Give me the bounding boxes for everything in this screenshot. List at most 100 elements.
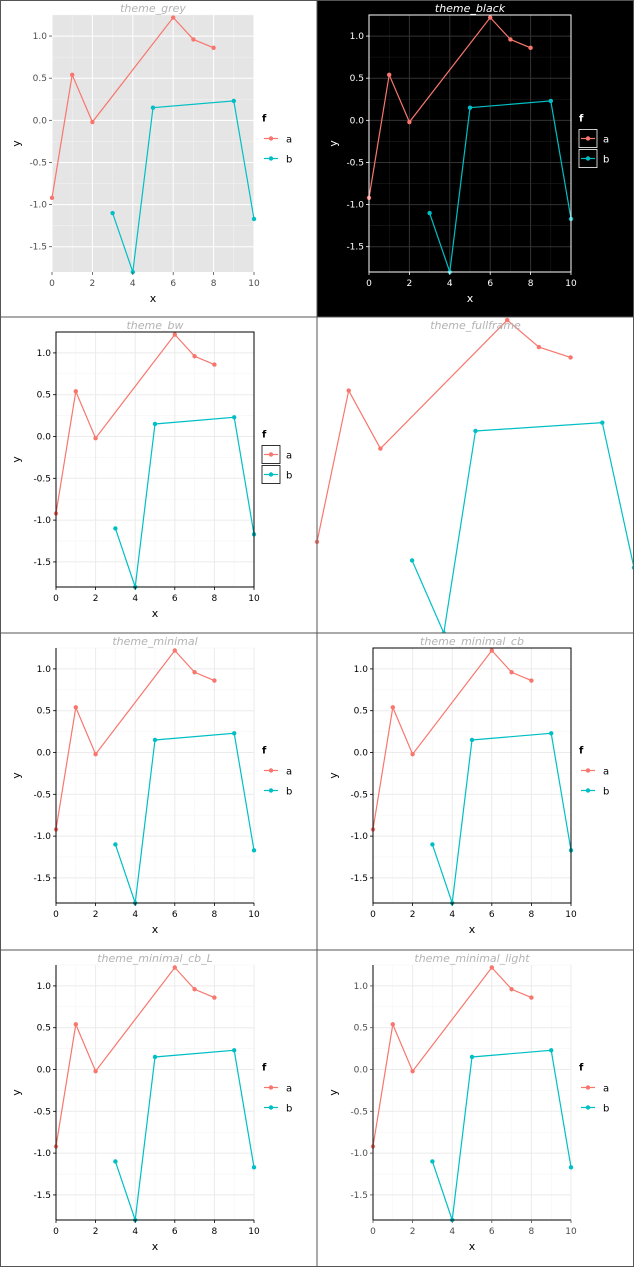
y-tick-label: -1.0 [33, 832, 51, 842]
data-point-a [529, 678, 534, 683]
x-tick-label: 10 [248, 279, 260, 289]
x-tick-label: 0 [370, 1227, 376, 1237]
data-point-a [509, 987, 514, 992]
x-tick-label: 4 [132, 1227, 138, 1237]
y-tick-label: 0.0 [37, 433, 52, 443]
data-point-b [251, 848, 257, 853]
plot-border [372, 647, 572, 904]
x-axis-label: x [469, 1240, 476, 1253]
data-point-a [192, 354, 197, 359]
panel-grey: theme_grey 0 2 4 6 8 10 -1.5 -1.0 -0.5 0.0 0.5 1.0 x y… [0, 0, 317, 317]
y-tick-label: -1.5 [29, 243, 47, 253]
y-tick-label: -0.5 [33, 474, 51, 484]
y-tick-label: 0.0 [37, 1066, 52, 1076]
data-point-a [529, 995, 534, 1000]
data-point-a [211, 45, 216, 51]
y-tick-label: 0.0 [354, 1066, 369, 1076]
legend-key-point-a [585, 768, 591, 773]
legend-label-a: a [286, 767, 292, 778]
data-point-a [171, 15, 176, 20]
series-line-a [372, 966, 532, 1147]
data-point-b [232, 731, 237, 736]
data-point-a [172, 332, 177, 337]
y-tick-label: 0.0 [33, 116, 48, 126]
legend-key-point-b [268, 788, 274, 793]
y-axis-label: y [10, 456, 23, 463]
series-line-a [372, 649, 532, 830]
plot-border [368, 14, 572, 273]
legend-title: f [262, 430, 267, 441]
legend-key-point-b [585, 156, 591, 161]
y-axis-label: y [327, 140, 340, 147]
y-tick-label: 0.5 [37, 391, 51, 401]
legend-key-point-a [268, 452, 274, 457]
series-line-a [51, 16, 214, 198]
x-axis-label: x [152, 1240, 159, 1253]
chart-title: theme_minimal_light [414, 952, 530, 965]
y-tick-label: -1.0 [33, 516, 51, 526]
data-point-a [346, 388, 351, 393]
data-point-a [407, 119, 412, 125]
panel-minimal_cb: theme_minimal_cb 0 2 4 6 8 10 -1.5 -1.0 -0.5 0.0 0.… [317, 633, 634, 950]
data-point-b [549, 1048, 554, 1053]
x-tick-label: 6 [487, 279, 493, 289]
y-tick-label: -1.0 [346, 201, 364, 211]
legend-title: f [262, 746, 267, 757]
x-tick-label: 2 [93, 1227, 99, 1237]
legend-label-a: a [603, 1084, 609, 1095]
legend-title: f [579, 1063, 584, 1074]
y-tick-label: -1.5 [33, 1191, 51, 1201]
y-tick-label: 0.0 [37, 749, 52, 759]
data-point-a [191, 37, 196, 42]
data-point-a [489, 965, 494, 970]
data-point-a [70, 72, 75, 78]
data-point-b [469, 1054, 475, 1060]
data-point-a [508, 37, 513, 42]
series-line-a [316, 319, 571, 542]
x-axis-label: x [469, 923, 476, 936]
data-point-b [430, 842, 435, 847]
data-point-a [212, 362, 217, 367]
y-tick-label: 0.5 [37, 1024, 51, 1034]
y-tick-label: -0.5 [350, 790, 368, 800]
data-point-a [172, 648, 177, 653]
data-point-b [150, 105, 156, 110]
y-tick-label: -1.5 [350, 1191, 368, 1201]
legend-label-a: a [286, 1084, 292, 1095]
legend-label-a: a [286, 135, 292, 146]
data-point-a [49, 195, 55, 201]
legend-title: f [579, 114, 584, 125]
y-tick-label: 1.0 [350, 32, 365, 42]
legend-label-a: a [603, 135, 609, 146]
data-point-b [152, 737, 158, 743]
data-point-a [387, 72, 392, 78]
legend-label-b: b [286, 1104, 292, 1115]
data-point-a [410, 751, 415, 757]
y-tick-label: 1.0 [354, 665, 369, 675]
data-point-a [390, 1022, 395, 1027]
data-point-a [93, 435, 98, 441]
y-tick-label: 1.0 [37, 349, 52, 359]
y-tick-label: 1.0 [33, 32, 48, 42]
panel-bw: theme_bw 0 2 4 6 8 10 -1.5 -1.0 -0.5 0.0 0.5 1.0 x y f a… [0, 317, 317, 633]
y-tick-label: 0.0 [350, 116, 365, 126]
x-tick-label: 8 [212, 910, 218, 920]
x-tick-label: 6 [172, 910, 178, 920]
y-tick-label: 1.0 [37, 665, 52, 675]
data-point-a [192, 670, 197, 675]
x-tick-label: 10 [565, 910, 577, 920]
x-tick-label: 0 [53, 594, 59, 604]
x-tick-label: 4 [132, 910, 138, 920]
data-point-a [73, 389, 79, 394]
x-tick-label: 2 [93, 910, 99, 920]
legend-key-point-b [585, 788, 591, 793]
data-point-b [251, 216, 257, 222]
legend-label-a: a [603, 767, 609, 778]
data-point-b [548, 98, 553, 104]
x-tick-label: 4 [130, 279, 136, 289]
x-tick-label: 6 [489, 1227, 495, 1237]
data-point-b [110, 210, 115, 216]
x-axis-label: x [152, 607, 159, 620]
y-axis-label: y [10, 772, 23, 779]
